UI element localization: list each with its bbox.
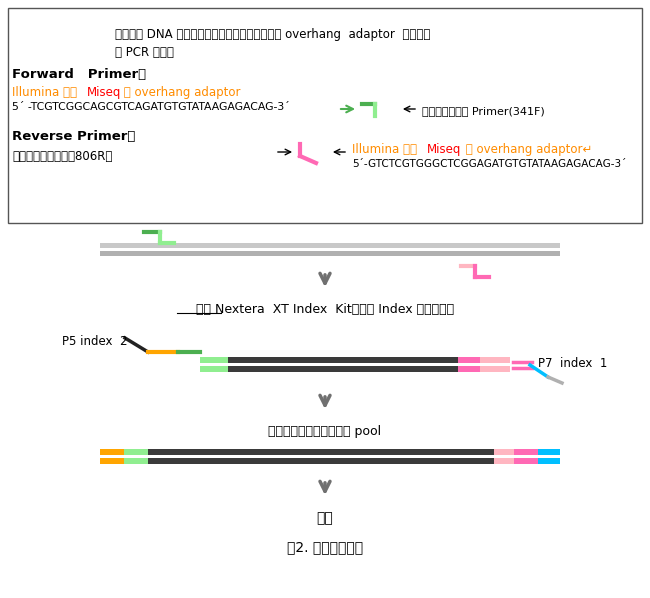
FancyBboxPatch shape [8, 8, 642, 223]
Bar [100, 449, 560, 455]
Text: Forward   Primer：: Forward Primer： [12, 68, 146, 81]
Text: 图2. 文库制备流程: 图2. 文库制备流程 [287, 540, 363, 554]
Bar [480, 357, 510, 363]
Text: 测序: 测序 [317, 511, 333, 525]
Bar [200, 357, 228, 363]
Bar [494, 449, 514, 455]
Bar [200, 366, 228, 372]
Text: Miseq: Miseq [427, 143, 462, 156]
Text: Illumina 公司: Illumina 公司 [352, 143, 421, 156]
Text: Reverse Primer：: Reverse Primer： [12, 130, 135, 143]
Text: 目的区域特异引物（806R）: 目的区域特异引物（806R） [12, 150, 112, 163]
Bar [100, 243, 560, 248]
Text: 行 PCR 扩增。: 行 PCR 扩增。 [115, 46, 174, 59]
Text: Miseq: Miseq [87, 86, 122, 99]
Bar [124, 449, 148, 455]
Bar [514, 458, 538, 464]
Text: 目的区域特异的 Primer(341F): 目的区域特异的 Primer(341F) [422, 106, 545, 116]
Text: 5´-GTCTCGTGGGCTCGGAGATGTGTATAAGAGACAG-3´: 5´-GTCTCGTGGGCTCGGAGATGTGTATAAGAGACAG-3´ [352, 159, 627, 169]
Text: 5´ -TCGTCGGCAGCGTCAGATGTGTATAAGAGACAG-3´: 5´ -TCGTCGGCAGCGTCAGATGTGTATAAGAGACAG-3´ [12, 102, 290, 112]
Bar [538, 449, 560, 455]
Text: 用 overhang adaptor: 用 overhang adaptor [120, 86, 240, 99]
Bar [494, 458, 514, 464]
Bar [538, 458, 560, 464]
Bar [100, 251, 560, 256]
Bar [514, 449, 538, 455]
Bar [480, 366, 510, 372]
Bar [100, 458, 560, 464]
Text: 以基因组 DNA 为模板，使用目的区域特异且添加 overhang  adaptor  的引物进: 以基因组 DNA 为模板，使用目的区域特异且添加 overhang adapto… [115, 28, 430, 41]
Text: P5 index  2: P5 index 2 [62, 335, 127, 348]
Text: 使用 Nextera  XT Index  Kit，连接 Index 引物和接头: 使用 Nextera XT Index Kit，连接 Index 引物和接头 [196, 303, 454, 316]
Bar [458, 366, 480, 372]
Bar [100, 458, 124, 464]
Bar [124, 458, 148, 464]
Text: Illumina 公司: Illumina 公司 [12, 86, 81, 99]
Bar [100, 449, 124, 455]
Text: 用 overhang adaptor↵: 用 overhang adaptor↵ [462, 143, 592, 156]
Text: 文库定量、均一化、构成 pool: 文库定量、均一化、构成 pool [268, 425, 382, 438]
Bar [200, 366, 510, 372]
Text: P7  index  1: P7 index 1 [538, 357, 607, 370]
Bar [458, 357, 480, 363]
Bar [200, 357, 510, 363]
